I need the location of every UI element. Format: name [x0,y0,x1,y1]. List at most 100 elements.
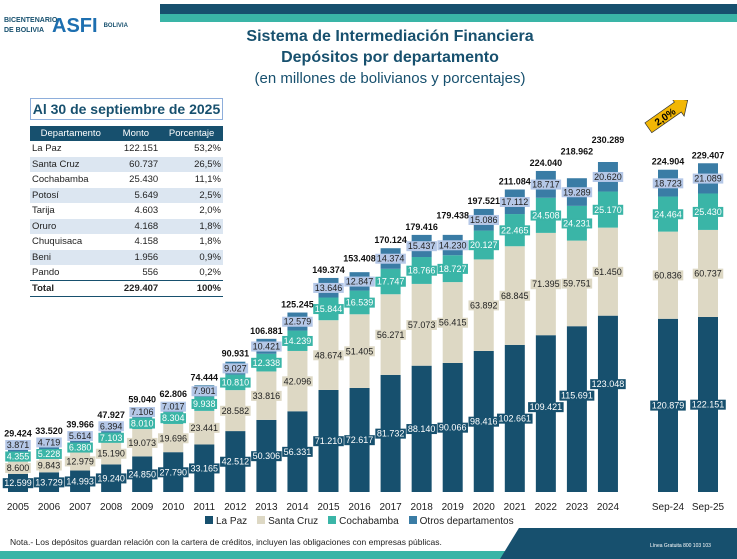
data-label: 18.723 [654,178,682,188]
data-label: 14.374 [377,254,405,264]
x-tick-label: Sep-25 [692,502,725,513]
data-label: 115.691 [561,391,593,401]
data-label: 9.027 [224,363,247,373]
bar-segment [566,326,587,492]
data-label: 14.239 [284,336,312,346]
table-cell: Chuquisaca [32,236,83,248]
arrow-shape [644,100,689,134]
table-row: Tarija 4.603 2,0% [30,203,223,219]
x-tick-label: 2007 [69,502,92,513]
data-label: 8.010 [131,419,154,429]
data-label: 20.620 [594,172,622,182]
x-tick-label: 2022 [535,502,558,513]
data-label-bg [468,240,500,251]
data-label: 61.450 [594,267,622,277]
data-label-bg [561,218,593,229]
total-label: 106.881 [250,326,283,336]
x-tick-label: 2014 [286,502,309,513]
table-total-row: Total 229.407 100% [30,280,223,297]
data-label: 6.380 [69,443,92,453]
data-label: 63.892 [470,300,498,310]
data-label: 60.836 [654,270,682,280]
data-label: 60.737 [694,269,722,279]
data-label-bg [692,173,724,184]
data-label-bg [189,422,220,433]
data-label: 3.871 [7,440,30,450]
total-label: 125.245 [281,300,314,310]
total-label: 170.124 [374,235,407,245]
data-label-bg [126,437,158,448]
department-table: Departamento Monto Porcentaje La Paz 122.… [30,126,223,297]
header-bar-accent [160,14,737,22]
footer-bar [0,551,520,559]
data-label: 15.844 [315,304,343,314]
data-label-bg [652,178,684,189]
data-label-bg [437,422,468,433]
table-cell: 229.407 [111,280,161,297]
data-label: 9.843 [38,460,61,470]
growth-arrow-icon: 2,0% [644,100,689,134]
data-label: 33.816 [253,391,281,401]
data-label: 57.073 [408,320,436,330]
data-label-bg [64,456,96,467]
total-label: 90.931 [222,349,250,359]
data-label-bg [344,435,375,446]
x-tick-label: 2018 [411,502,434,513]
x-tick-label: 2005 [7,502,30,513]
data-label-bg [251,451,282,462]
x-tick-label: 2016 [348,502,371,513]
data-label: 17.747 [377,277,405,287]
data-label: 24.231 [563,218,591,228]
x-tick-label: 2015 [317,502,340,513]
table-cell: 4.603 [134,205,159,217]
legend-item: Cochabamba [328,516,399,527]
table-cell: 2,0% [199,205,221,217]
table-cell: 0,9% [160,249,223,265]
data-label-bg [251,357,282,368]
data-label-bg [499,290,531,301]
data-label: 15.437 [408,241,436,251]
data-label: 98.416 [470,417,498,427]
data-label-bg [129,418,155,429]
data-label-bg [561,187,593,198]
data-label-bg [36,437,62,448]
table-row: Cochabamba 25.430 11,1% [30,172,223,188]
data-label-bg [282,446,313,457]
header-bar [160,4,737,14]
data-label: 8.600 [7,463,30,473]
data-label-bg [559,390,595,401]
data-label: 19.696 [159,433,187,443]
table-cell: 11,1% [194,174,221,186]
data-label-bg [191,398,218,409]
table-row: Beni 1.956 0,9% [30,249,223,265]
data-label: 24.464 [654,209,682,219]
data-label-bg [220,377,251,388]
data-label: 18.727 [439,264,467,274]
total-label: 230.289 [592,135,625,145]
data-label-bg [692,268,724,279]
data-label-bg [98,432,124,443]
data-label-bg [95,448,127,459]
data-label-bg [282,335,313,346]
data-label-bg [67,442,93,453]
data-label-bg [98,421,124,432]
table-caption: Al 30 de septiembre de 2025 [30,98,223,120]
data-label-bg [530,279,562,290]
x-tick-label: 2011 [194,502,216,513]
data-label: 17.112 [501,197,528,207]
data-label-bg [64,476,96,487]
data-label-bg [157,467,189,478]
data-label: 24.850 [128,469,156,479]
data-label-bg [36,460,62,471]
data-label-bg [375,428,406,439]
data-label-bg [437,317,468,328]
data-label: 12.847 [346,277,374,287]
data-label-bg [220,456,251,467]
data-label: 33.165 [191,463,219,473]
data-label-bg [592,204,624,215]
data-label: 15.086 [470,215,498,225]
data-label-bg [468,300,500,311]
total-label: 33.520 [35,426,63,436]
data-label-bg [499,225,531,236]
data-label-bg [650,400,686,411]
